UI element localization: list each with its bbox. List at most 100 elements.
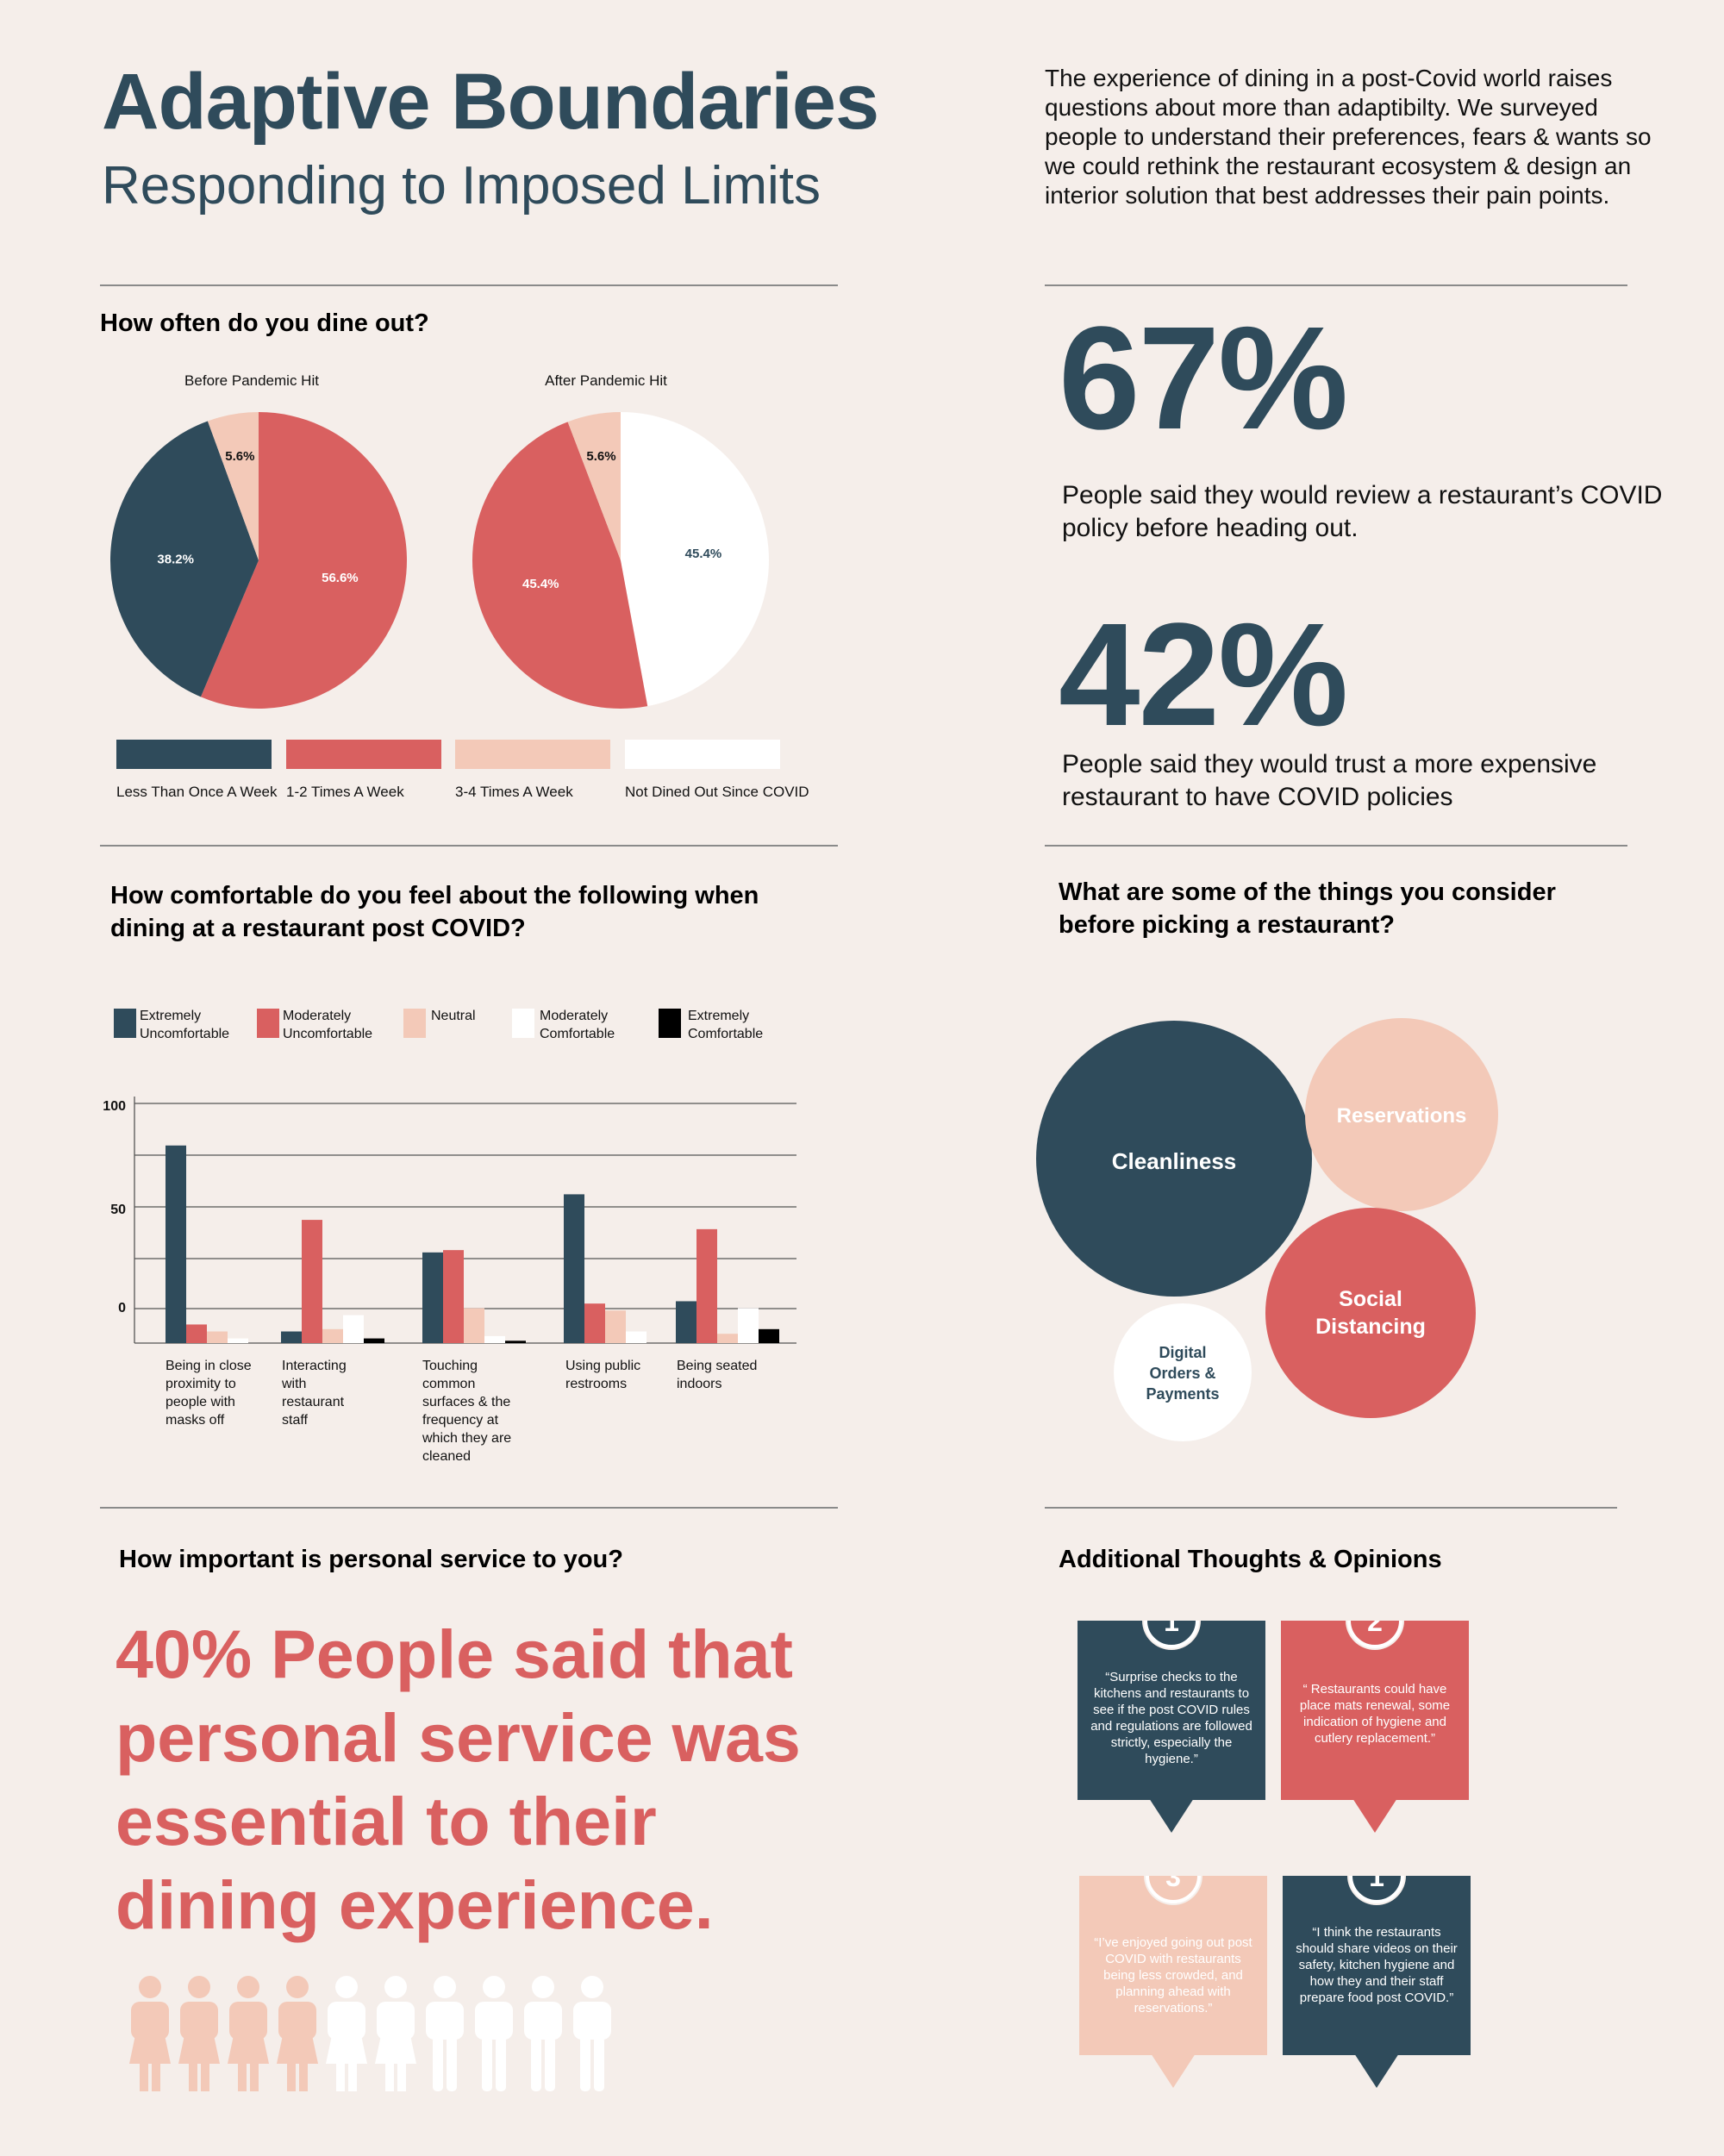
bar bbox=[364, 1338, 384, 1343]
people-pictogram bbox=[129, 1976, 611, 2091]
bar bbox=[564, 1194, 584, 1343]
pie-chart-after: 45.4% 45.4% 5.6% bbox=[472, 412, 769, 709]
thought-callout: 3 “I’ve enjoyed going out post COVID with… bbox=[1079, 1876, 1267, 2091]
legend-label: Extremely Comfortable bbox=[688, 1009, 764, 1041]
callout-shape: 3 bbox=[1079, 1876, 1267, 2088]
bar bbox=[696, 1228, 717, 1343]
bar bbox=[738, 1308, 759, 1343]
bar bbox=[302, 1220, 322, 1343]
person-icon bbox=[129, 1976, 171, 2091]
bar-category-label: Interacting with restaurant staff bbox=[282, 1359, 347, 1428]
callout-number: 1 bbox=[1369, 1876, 1384, 1892]
stat-value: 67% bbox=[1059, 297, 1348, 460]
legend-label: Less Than Once A Week bbox=[116, 784, 278, 800]
stat-description: People said they would review a restaura… bbox=[1062, 481, 1663, 542]
bar bbox=[207, 1331, 228, 1343]
bubble-label-line: Digital bbox=[1159, 1344, 1206, 1361]
pie-slice bbox=[109, 421, 259, 697]
pie-value-label: 38.2% bbox=[157, 553, 194, 567]
bar bbox=[717, 1334, 738, 1343]
stat-description: People said they would trust a more expe… bbox=[1062, 750, 1597, 811]
pie-title-after: After Pandemic Hit bbox=[545, 372, 667, 389]
person-icon bbox=[426, 1976, 464, 2091]
pie-title-before: Before Pandemic Hit bbox=[184, 372, 319, 389]
intro-text: The experience of dining in a post-Covid… bbox=[1045, 65, 1652, 209]
pie-slice bbox=[621, 412, 769, 707]
person-icon bbox=[573, 1976, 611, 2091]
considerations-question: What are some of the things you consider… bbox=[1059, 878, 1556, 939]
legend-swatch-neutral bbox=[403, 1009, 426, 1038]
y-tick-label: 50 bbox=[110, 1203, 126, 1217]
legend-swatch-3-4-times bbox=[455, 740, 610, 769]
thought-callout: 2 “ Restaurants could have place mats ren… bbox=[1281, 1621, 1469, 1836]
bar bbox=[626, 1331, 646, 1343]
person-icon bbox=[277, 1976, 318, 2091]
bar-category-label: Being seated indoors bbox=[677, 1359, 758, 1391]
legend-swatch-less-than-once bbox=[116, 740, 272, 769]
bar-category-label: Being in close proximity to people with … bbox=[166, 1359, 252, 1428]
legend-label: 3-4 Times A Week bbox=[455, 784, 573, 800]
y-tick-label: 100 bbox=[103, 1099, 126, 1114]
bubble-label-cleanliness: Cleanliness bbox=[1112, 1148, 1237, 1174]
comfort-question: How comfortable do you feel about the fo… bbox=[110, 882, 759, 942]
callout-quote: “ Restaurants could have place mats rene… bbox=[1299, 1682, 1451, 1746]
bar-category-label: Using public restrooms bbox=[565, 1359, 641, 1391]
page-subtitle: Responding to Imposed Limits bbox=[102, 156, 821, 216]
bar bbox=[343, 1315, 364, 1343]
divider bbox=[1045, 284, 1627, 286]
bubble-cleanliness bbox=[1036, 1021, 1312, 1297]
person-icon bbox=[524, 1976, 562, 2091]
bubble-label-social-distancing: Social Distancing bbox=[1315, 1287, 1426, 1339]
legend-swatch-not-dined bbox=[625, 740, 780, 769]
callout-shape: 1 bbox=[1078, 1621, 1265, 1833]
bar-category-label: Touching common surfaces & the frequency… bbox=[422, 1359, 512, 1464]
bar bbox=[464, 1308, 484, 1343]
divider bbox=[1045, 1507, 1617, 1509]
pie-slice bbox=[200, 412, 408, 709]
pie-chart-before: 56.6% 38.2% 5.6% bbox=[109, 412, 408, 709]
divider bbox=[1045, 845, 1627, 847]
bubble-label-reservations: Reservations bbox=[1337, 1104, 1467, 1128]
divider bbox=[100, 1507, 838, 1509]
bubble-reservations bbox=[1305, 1018, 1498, 1211]
pie-slice bbox=[472, 422, 648, 709]
callout-number: 3 bbox=[1165, 1876, 1181, 1892]
bar bbox=[166, 1145, 186, 1343]
person-icon bbox=[178, 1976, 220, 2091]
thought-callout: 1 “I think the restaurants should share v… bbox=[1283, 1876, 1471, 2091]
callout-quote: “I’ve enjoyed going out post COVID with … bbox=[1094, 1935, 1252, 2015]
legend-label: Moderately Comfortable bbox=[540, 1009, 615, 1041]
bar bbox=[186, 1324, 207, 1343]
comfort-bar-chart: 100 50 0 bbox=[103, 1097, 796, 1344]
bar bbox=[422, 1252, 443, 1343]
dine-out-question: How often do you dine out? bbox=[100, 309, 429, 337]
bar bbox=[605, 1310, 626, 1343]
callout-shape: 2 bbox=[1281, 1621, 1469, 1833]
bar bbox=[584, 1303, 605, 1343]
bubble-label-line: Orders & bbox=[1149, 1365, 1215, 1382]
considerations-bubbles: Cleanliness Reservations Social Distancin… bbox=[1036, 1018, 1498, 1441]
bubble-label-line: Payments bbox=[1146, 1385, 1219, 1403]
pie-value-label: 5.6% bbox=[225, 449, 254, 464]
bubble-label-line: Distancing bbox=[1315, 1315, 1426, 1339]
legend-label: Moderately Uncomfortable bbox=[283, 1009, 373, 1041]
callout-quote: “Surprise checks to the kitchens and res… bbox=[1090, 1670, 1252, 1766]
legend-swatch-moderately-uncomfortable bbox=[257, 1009, 279, 1038]
bar bbox=[228, 1338, 248, 1343]
legend-swatch-moderately-comfortable bbox=[512, 1009, 534, 1038]
thought-callout: 1 “Surprise checks to the kitchens and re… bbox=[1078, 1621, 1265, 1836]
service-question: How important is personal service to you… bbox=[119, 1546, 623, 1573]
bar bbox=[281, 1331, 302, 1343]
bubble-digital-orders bbox=[1114, 1303, 1252, 1441]
bar bbox=[322, 1328, 343, 1343]
divider bbox=[100, 845, 838, 847]
bubble-label-line: Social bbox=[1339, 1287, 1402, 1311]
bar bbox=[443, 1250, 464, 1343]
pie-value-label: 5.6% bbox=[586, 449, 615, 464]
y-tick-label: 0 bbox=[118, 1301, 126, 1315]
legend-label: Extremely Uncomfortable bbox=[140, 1009, 230, 1041]
legend-swatch-extremely-comfortable bbox=[659, 1009, 681, 1038]
bar bbox=[484, 1335, 505, 1343]
legend-label: Neutral bbox=[431, 1009, 476, 1023]
callout-quote: “I think the restaurants should share vi… bbox=[1296, 1925, 1458, 2005]
